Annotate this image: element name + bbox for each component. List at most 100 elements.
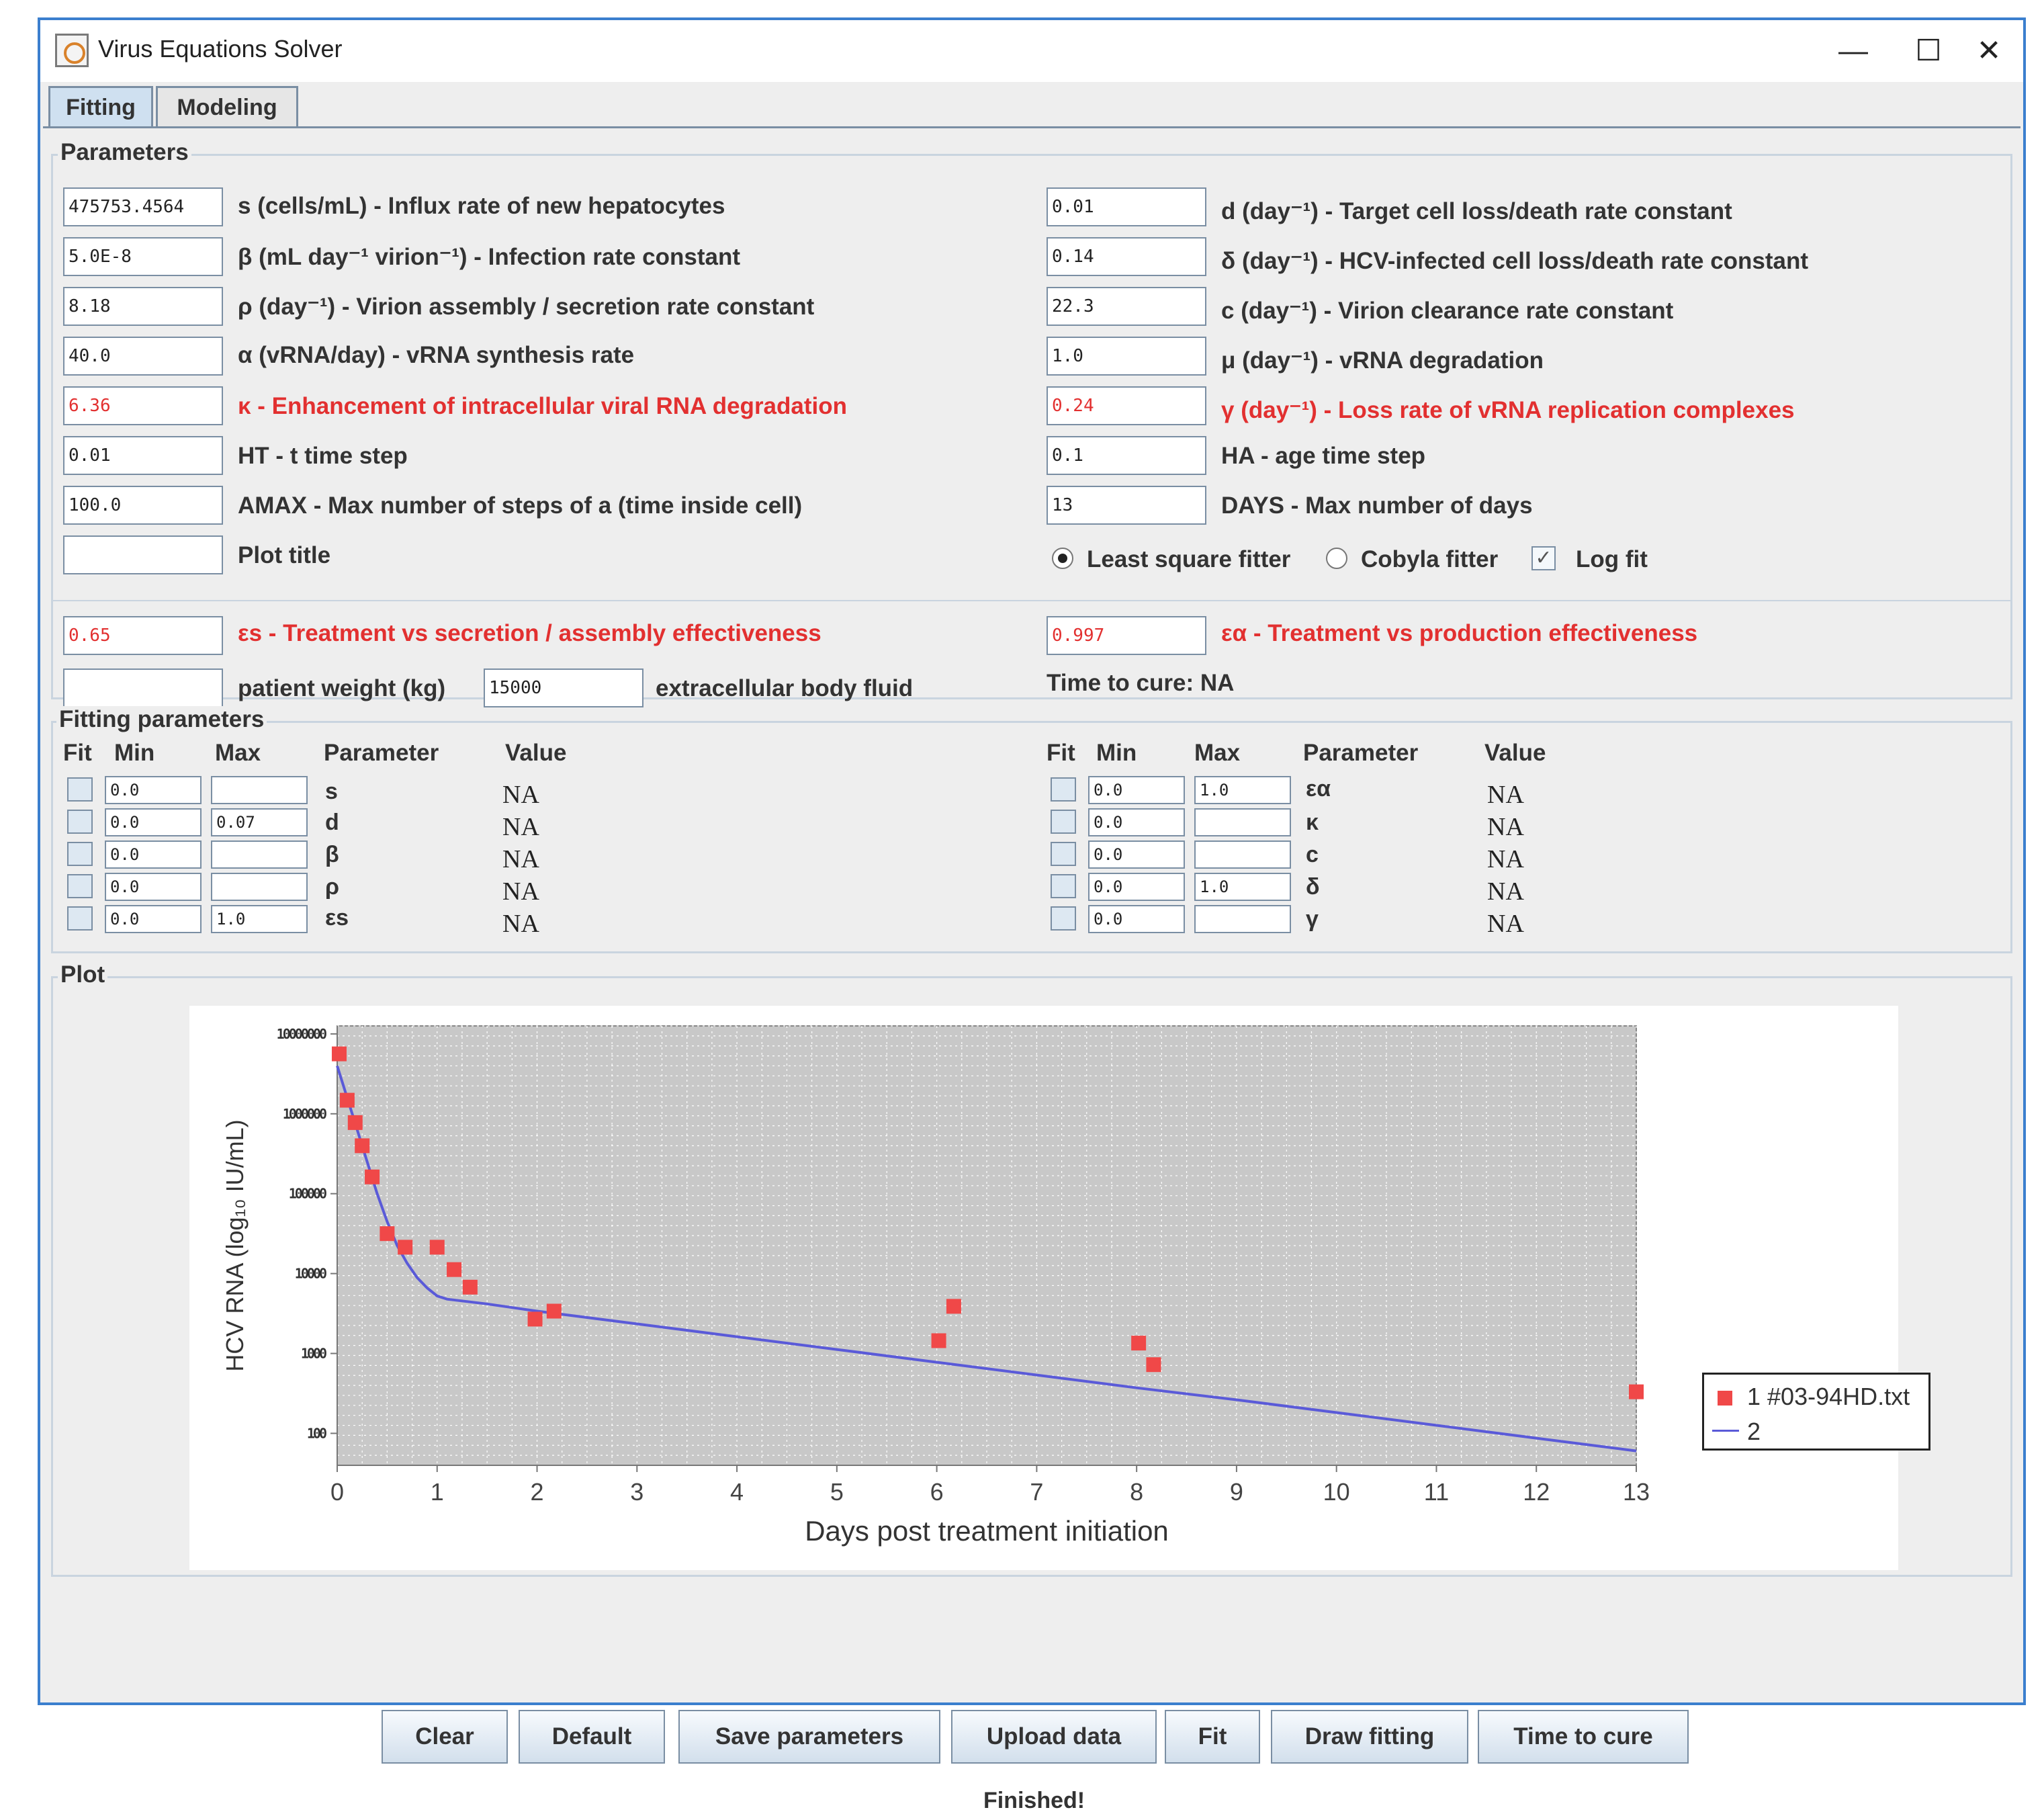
eps-s-input[interactable] <box>63 616 223 655</box>
ht-label: HT - t time step <box>238 443 408 469</box>
data-point-series-1 <box>331 1046 347 1062</box>
fitting-parameters-group <box>51 721 2012 953</box>
fit-beta-max[interactable] <box>211 840 308 869</box>
draw-fitting-button[interactable]: Draw fitting <box>1271 1710 1468 1764</box>
fit-kappa-checkbox[interactable] <box>1051 810 1076 834</box>
data-point-series-1 <box>398 1240 413 1255</box>
fit-c-value: NA <box>1487 845 1524 873</box>
c-input[interactable] <box>1047 287 1206 326</box>
x-tick-label: 6 <box>930 1478 944 1506</box>
alpha-input[interactable] <box>63 337 223 376</box>
value-header-right: Value <box>1484 740 1546 766</box>
fit-eps-alpha-checkbox[interactable] <box>1051 777 1076 802</box>
title-bar: Virus Equations Solver — ☐ ✕ <box>40 20 2023 82</box>
cobyla-radio[interactable] <box>1326 548 1347 569</box>
fit-d-min[interactable] <box>105 808 202 836</box>
eps-alpha-input[interactable] <box>1047 616 1206 655</box>
body-fluid-input[interactable] <box>484 668 643 707</box>
fit-delta-min[interactable] <box>1088 873 1185 901</box>
fit-d-max[interactable] <box>211 808 308 836</box>
close-icon[interactable]: ✕ <box>1976 34 2002 67</box>
patient-weight-input[interactable] <box>63 668 223 707</box>
fit-s-min[interactable] <box>105 776 202 804</box>
plot-title-input[interactable] <box>63 535 223 574</box>
kappa-input[interactable] <box>63 386 223 425</box>
fit-eps-s-checkbox[interactable] <box>67 906 93 931</box>
data-point-series-1 <box>447 1262 462 1277</box>
data-point-series-1 <box>429 1240 445 1255</box>
ha-input[interactable] <box>1047 436 1206 475</box>
y-tick-label: 100 <box>307 1425 326 1441</box>
window-title: Virus Equations Solver <box>98 35 343 62</box>
fit-beta-min[interactable] <box>105 840 202 869</box>
maximize-icon[interactable]: ☐ <box>1915 34 1942 67</box>
fit-button[interactable]: Fit <box>1165 1710 1260 1764</box>
data-point-series-1 <box>1629 1384 1644 1399</box>
delta-input[interactable] <box>1047 237 1206 276</box>
tab-fitting[interactable]: Fitting <box>48 86 153 128</box>
parameter-header-right: Parameter <box>1303 740 1419 766</box>
fit-gamma-min[interactable] <box>1088 905 1185 933</box>
rho-input[interactable] <box>63 287 223 326</box>
fit-s-max[interactable] <box>211 776 308 804</box>
data-point-series-1 <box>546 1303 562 1319</box>
upload-data-button[interactable]: Upload data <box>951 1710 1157 1764</box>
save-parameters-button[interactable]: Save parameters <box>678 1710 940 1764</box>
fit-rho-min[interactable] <box>105 873 202 901</box>
fit-eps-s-max[interactable] <box>211 905 308 933</box>
ht-input[interactable] <box>63 436 223 475</box>
s-input[interactable] <box>63 187 223 226</box>
minimize-icon[interactable]: — <box>1838 34 1868 67</box>
fit-rho-checkbox[interactable] <box>67 874 93 898</box>
mu-label: μ (day⁻¹) - vRNA degradation <box>1221 347 1544 374</box>
fit-c-checkbox[interactable] <box>1051 842 1076 866</box>
ha-label: HA - age time step <box>1221 443 1426 469</box>
fit-c-min[interactable] <box>1088 840 1185 869</box>
main-window: Virus Equations Solver — ☐ ✕ Fitting Mod… <box>38 17 2026 1813</box>
data-point-series-1 <box>380 1226 395 1242</box>
default-button[interactable]: Default <box>519 1710 665 1764</box>
beta-input[interactable] <box>63 237 223 276</box>
clear-button[interactable]: Clear <box>382 1710 508 1764</box>
legend-label-series-1: 1 #03-94HD.txt <box>1747 1383 1910 1410</box>
fit-kappa-max[interactable] <box>1194 808 1291 836</box>
fit-s-value: NA <box>502 781 539 809</box>
mu-input[interactable] <box>1047 337 1206 376</box>
fit-gamma-param: γ <box>1306 906 1319 932</box>
fit-gamma-max[interactable] <box>1194 905 1291 933</box>
fit-c-max[interactable] <box>1194 840 1291 869</box>
fit-rho-max[interactable] <box>211 873 308 901</box>
days-input[interactable] <box>1047 486 1206 525</box>
gamma-input[interactable] <box>1047 386 1206 425</box>
amax-input[interactable] <box>63 486 223 525</box>
least-square-radio[interactable] <box>1052 548 1073 569</box>
fit-delta-max[interactable] <box>1194 873 1291 901</box>
min-header-right: Min <box>1096 740 1137 766</box>
amax-label: AMAX - Max number of steps of a (time in… <box>238 492 803 519</box>
x-tick-label: 2 <box>531 1478 544 1506</box>
fit-beta-checkbox[interactable] <box>67 842 93 866</box>
fit-s-param: s <box>325 779 338 804</box>
tab-modeling[interactable]: Modeling <box>156 86 298 128</box>
fit-eps-alpha-min[interactable] <box>1088 776 1185 804</box>
d-input[interactable] <box>1047 187 1206 226</box>
fit-delta-checkbox[interactable] <box>1051 874 1076 898</box>
fit-d-checkbox[interactable] <box>67 810 93 834</box>
fit-delta-value: NA <box>1487 877 1524 906</box>
time-to-cure-button[interactable]: Time to cure <box>1478 1710 1689 1764</box>
fit-gamma-checkbox[interactable] <box>1051 906 1076 931</box>
fit-eps-s-min[interactable] <box>105 905 202 933</box>
parameters-group <box>51 154 2012 699</box>
data-point-series-1 <box>339 1092 355 1108</box>
plot-group-title: Plot <box>58 961 108 988</box>
x-tick-label: 12 <box>1523 1478 1550 1506</box>
fit-eps-s-param: εs <box>325 905 349 931</box>
fit-eps-alpha-max[interactable] <box>1194 776 1291 804</box>
fit-s-checkbox[interactable] <box>67 777 93 802</box>
fit-kappa-min[interactable] <box>1088 808 1185 836</box>
status-text: Finished! <box>983 1788 1085 1813</box>
log-fit-checkbox[interactable]: ✓ <box>1531 546 1556 570</box>
data-point-series-1 <box>527 1311 543 1327</box>
days-label: DAYS - Max number of days <box>1221 492 1533 519</box>
least-square-label: Least square fitter <box>1087 546 1291 572</box>
